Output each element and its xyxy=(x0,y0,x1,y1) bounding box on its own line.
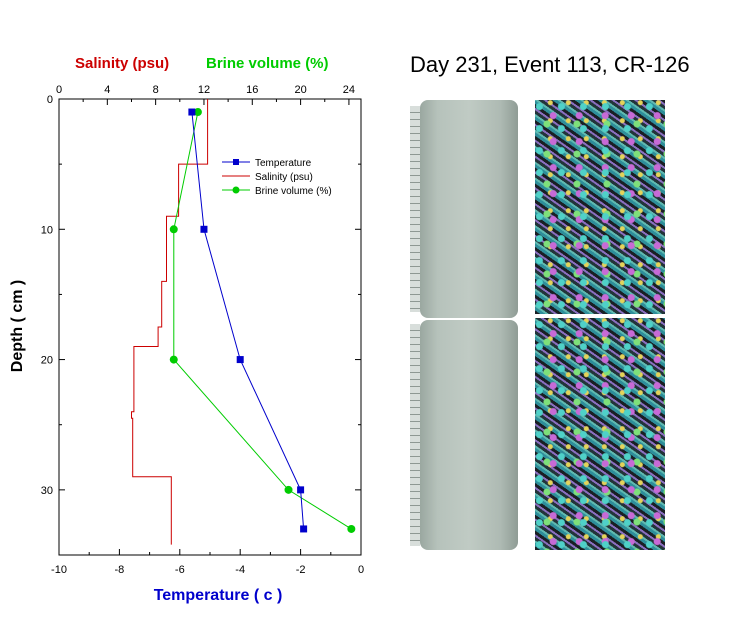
left-tick-label: 10 xyxy=(41,224,53,236)
figure-title: Day 231, Event 113, CR-126 xyxy=(410,52,690,77)
point-brine-volume xyxy=(284,485,293,494)
core-photo-bottom xyxy=(408,320,520,550)
plot-area xyxy=(58,98,362,556)
top-axis-label-brine: Brine volume (%) xyxy=(206,55,329,72)
legend-label-salinity-psu: Salinity (psu) xyxy=(255,172,313,183)
point-temperature xyxy=(300,525,308,533)
top-tick-label: 4 xyxy=(104,84,110,96)
legend-marker-temperature xyxy=(233,159,239,165)
series-line-salinity-psu xyxy=(131,99,209,545)
legend: Temperature Salinity (psu) Brine volume (%… xyxy=(222,158,332,197)
top-tick-label: 24 xyxy=(343,84,355,96)
bottom-tick-label: -4 xyxy=(235,564,245,576)
bottom-tick-label: -10 xyxy=(51,564,67,576)
left-axis-label: Depth ( cm ) xyxy=(9,280,26,372)
top-tick-label: 20 xyxy=(294,84,306,96)
bottom-tick-label: -8 xyxy=(115,564,125,576)
top-tick-label: 12 xyxy=(198,84,210,96)
legend-label-temperature: Temperature xyxy=(255,158,312,169)
top-tick-label: 8 xyxy=(153,84,159,96)
legend-marker-brine-volume xyxy=(232,186,240,194)
left-tick-label: 20 xyxy=(41,355,53,367)
legend-label-brine-volume: Brine volume (%) xyxy=(255,186,332,197)
top-axis-label-salinity: Salinity (psu) xyxy=(75,55,169,72)
left-tick-label: 0 xyxy=(47,94,53,106)
point-brine-volume xyxy=(347,524,356,533)
core-photo-top xyxy=(408,100,520,318)
point-brine-volume xyxy=(169,355,178,364)
bottom-axis-label: Temperature ( c ) xyxy=(154,587,283,604)
bottom-tick-label: -2 xyxy=(296,564,306,576)
point-temperature xyxy=(236,356,244,364)
left-tick-label: 30 xyxy=(41,485,53,497)
thin-section-photo-bottom xyxy=(535,318,665,550)
point-temperature xyxy=(188,108,196,116)
point-brine-volume xyxy=(193,108,202,117)
point-brine-volume xyxy=(169,225,178,234)
bottom-tick-label: -6 xyxy=(175,564,185,576)
point-temperature xyxy=(200,225,208,233)
bottom-tick-label: 0 xyxy=(358,564,364,576)
thin-section-photo-top xyxy=(535,100,665,314)
top-tick-label: 0 xyxy=(56,84,62,96)
point-temperature xyxy=(297,486,305,494)
top-tick-label: 16 xyxy=(246,84,258,96)
